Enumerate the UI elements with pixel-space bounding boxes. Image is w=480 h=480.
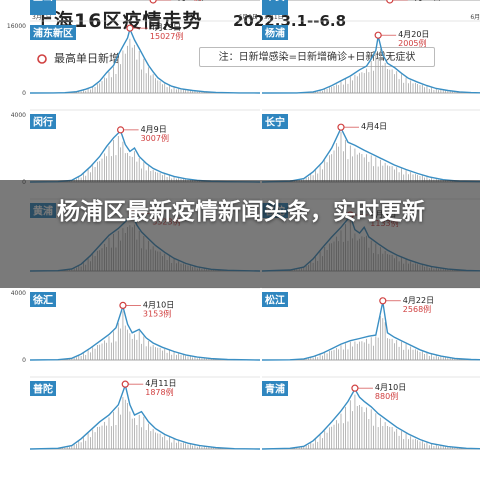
peak-marker <box>351 384 359 392</box>
legend-marker-icon <box>37 54 47 64</box>
district-tag-bg <box>30 25 76 40</box>
peak-date-label: 4月10日 <box>375 383 406 392</box>
note-box: 注：日新增感染=日新增确诊+日新增无症状 <box>199 47 435 67</box>
district-name: 闵行 <box>33 116 53 129</box>
peak-value-label: 15027例 <box>150 31 183 41</box>
y-max-tick-label: 16000 <box>7 23 26 30</box>
x-end-label: 6月8日 <box>470 14 480 21</box>
trend-line <box>261 301 480 361</box>
district-tag-bg <box>30 381 56 396</box>
peak-marker <box>149 0 157 4</box>
peak-value-label: 2886例 <box>173 0 201 2</box>
y-zero-tick-label: 0 <box>22 357 26 364</box>
headline-banner <box>0 180 480 288</box>
peak-marker <box>119 301 127 309</box>
district-tag: 宝山 <box>30 0 56 15</box>
district-tag: 松江 <box>262 292 288 307</box>
peak-date-label: 4月10日 <box>143 300 174 309</box>
district-tag: 徐汇 <box>30 292 56 307</box>
district-name: 徐汇 <box>32 294 53 307</box>
district-tag: 杨浦 <box>262 25 288 40</box>
district-tag-bg <box>262 381 288 396</box>
district-tag: 浦东新区 <box>30 25 76 40</box>
district-tag: 长宁 <box>262 114 288 129</box>
district-name: 普陀 <box>33 383 53 396</box>
trend-line <box>261 36 480 94</box>
district-tag-bg <box>262 0 288 15</box>
trend-line <box>261 387 480 450</box>
headline-text: 杨浦区最新疫情新闻头条，实时更新 <box>57 199 425 225</box>
peak-marker <box>374 31 382 39</box>
peak-marker <box>121 380 129 388</box>
legend-label: 最高单日新增 <box>54 52 120 65</box>
chart-panel-11: 宝山 4月23日2886例 <box>30 0 260 15</box>
peak-date-label: 4月22日 <box>403 296 434 305</box>
district-tag: 奉贤 <box>262 0 288 15</box>
peak-marker <box>126 24 134 32</box>
district-name: 松江 <box>265 294 285 307</box>
trend-line <box>29 26 261 94</box>
y-max-tick-label: 4000 <box>11 112 26 119</box>
peak-date-label: 4月11日 <box>145 379 176 388</box>
chart-panel-4: 长宁 4月4日 <box>261 109 480 183</box>
district-tag-bg <box>30 292 56 307</box>
trend-line <box>261 126 480 183</box>
peak-date-label: 4月25日 <box>410 0 441 2</box>
y-max-tick-label: 4000 <box>11 290 26 297</box>
district-tag: 闵行 <box>30 114 56 129</box>
peak-date-label: 4月20日 <box>398 30 429 39</box>
peak-marker <box>379 297 387 305</box>
district-name: 杨浦 <box>265 27 285 40</box>
district-name: 浦东新区 <box>33 27 73 40</box>
district-name: 长宁 <box>265 116 285 129</box>
peak-value-label: 1878例 <box>145 387 173 397</box>
peak-value-label: 3153例 <box>143 308 171 318</box>
district-name: 奉贤 <box>264 0 286 3</box>
district-tag-bg <box>262 292 288 307</box>
peak-date-label: 4月9日 <box>141 125 167 134</box>
peak-date-label: 4月13日 <box>150 23 181 32</box>
peak-date-label: 4月23日 <box>173 0 204 2</box>
y-zero-tick-label: 0 <box>22 90 26 97</box>
district-tag-bg <box>30 114 56 129</box>
trend-line <box>29 129 261 183</box>
chart-panel-12: 奉贤 4月25日 <box>262 0 480 15</box>
peak-marker <box>386 0 394 4</box>
trend-line <box>29 303 261 361</box>
peak-marker <box>117 126 125 134</box>
peak-value-label: 3007例 <box>141 133 169 143</box>
district-tag: 普陀 <box>30 381 56 396</box>
district-tag-bg <box>30 0 56 15</box>
x-start-label: 3月1日 <box>32 14 52 21</box>
district-name: 宝山 <box>33 0 53 3</box>
peak-marker <box>337 123 345 131</box>
chart-panel-3: 40000闵行4月9日3007例 <box>11 109 261 186</box>
district-tag: 青浦 <box>262 381 288 396</box>
peak-value-label: 2568例 <box>403 304 431 314</box>
peak-date-label: 4月4日 <box>361 122 387 131</box>
district-name: 青浦 <box>265 383 285 396</box>
district-tag-bg <box>262 25 288 40</box>
trend-line <box>29 382 261 450</box>
x-end-label: 6月8日 <box>238 14 258 21</box>
peak-value-label: 880例 <box>375 391 398 401</box>
x-start-label: 3月1日 <box>264 14 284 21</box>
peak-value-label: 2005例 <box>398 38 426 48</box>
district-tag-bg <box>262 114 288 129</box>
